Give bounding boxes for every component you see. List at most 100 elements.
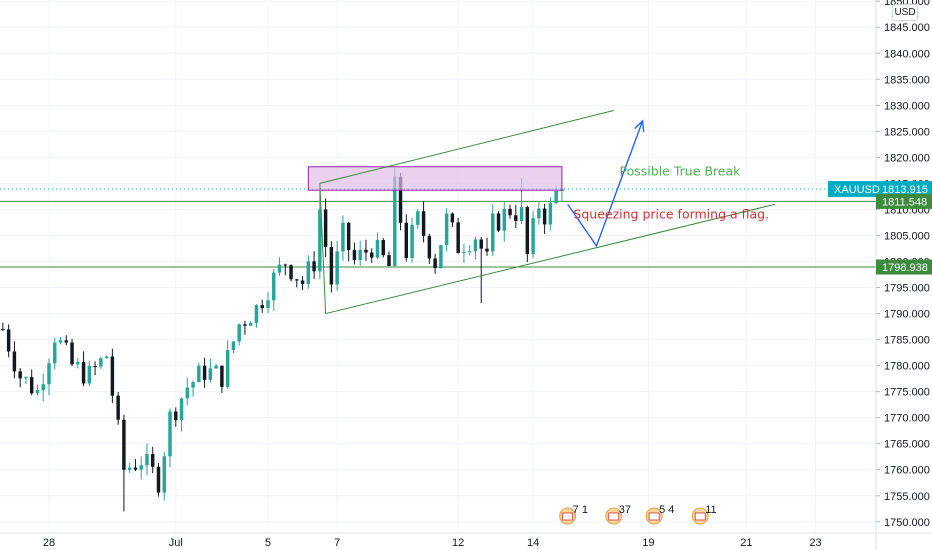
candle-body bbox=[58, 340, 63, 343]
candle-body bbox=[352, 250, 357, 261]
candle-body bbox=[104, 356, 109, 359]
y-tick-label: 1795.000 bbox=[884, 283, 930, 295]
candle-body bbox=[295, 279, 299, 281]
candle-body bbox=[225, 350, 230, 387]
candle-body bbox=[24, 377, 28, 379]
candle-body bbox=[300, 280, 305, 284]
y-tick-label: 1825.000 bbox=[884, 126, 930, 138]
candle-body bbox=[243, 324, 247, 326]
price-tag-lower: 1798.938 bbox=[882, 262, 928, 274]
candle-body bbox=[531, 218, 535, 255]
candle-body bbox=[387, 255, 391, 266]
x-tick-label: 23 bbox=[809, 537, 821, 549]
channel-lower-line bbox=[325, 203, 776, 315]
candle-body bbox=[168, 411, 172, 457]
candle-body bbox=[122, 419, 126, 470]
candle-body bbox=[491, 213, 495, 252]
channel-upper-line bbox=[319, 110, 614, 184]
candle-body bbox=[537, 208, 541, 219]
candle-body bbox=[329, 246, 334, 285]
y-tick-label: 1830.000 bbox=[884, 100, 930, 112]
y-tick-label: 1760.000 bbox=[884, 465, 930, 477]
candle-body bbox=[381, 240, 385, 256]
candle-body bbox=[341, 222, 345, 252]
candle-body bbox=[47, 363, 51, 385]
projection-arrow bbox=[567, 120, 644, 248]
candle-body bbox=[162, 456, 166, 493]
y-tick-label: 1840.000 bbox=[884, 48, 930, 60]
event-count: 7 1 bbox=[573, 504, 588, 516]
candle-body bbox=[427, 235, 432, 259]
candle-body bbox=[41, 384, 45, 391]
candle-body bbox=[145, 454, 149, 466]
candle-body bbox=[289, 265, 293, 280]
candle-body bbox=[525, 207, 530, 255]
candle-body bbox=[185, 387, 190, 399]
x-tick-label: 14 bbox=[527, 537, 539, 549]
candle-body bbox=[364, 249, 368, 253]
y-tick-label: 1790.000 bbox=[884, 309, 930, 321]
candle-body bbox=[127, 467, 132, 470]
candle-body bbox=[266, 300, 270, 309]
candle-body bbox=[202, 365, 207, 380]
x-tick-label: 12 bbox=[452, 537, 464, 549]
candle-body bbox=[139, 465, 143, 470]
y-tick-label: 1780.000 bbox=[884, 361, 930, 373]
y-tick-label: 1775.000 bbox=[884, 387, 930, 399]
y-tick-label: 1755.000 bbox=[884, 491, 930, 503]
candle-body bbox=[76, 361, 80, 365]
event-count: 11 bbox=[705, 504, 716, 516]
candle-body bbox=[542, 208, 547, 225]
x-tick-label: 21 bbox=[740, 537, 752, 549]
y-tick-label: 1845.000 bbox=[884, 22, 930, 34]
candle-body bbox=[6, 329, 11, 352]
candle-body bbox=[1, 329, 5, 331]
candle-body bbox=[369, 252, 374, 258]
y-tick-label: 1835.000 bbox=[884, 74, 930, 86]
candle-body bbox=[174, 411, 178, 421]
x-tick-label: 28 bbox=[43, 537, 55, 549]
candle-body bbox=[53, 342, 57, 364]
candle-body bbox=[306, 261, 311, 284]
candle-body bbox=[116, 395, 120, 420]
candle-body bbox=[358, 249, 362, 261]
x-tick-label: 5 bbox=[265, 537, 271, 549]
y-tick-label: 1770.000 bbox=[884, 413, 930, 425]
candle-body bbox=[197, 365, 201, 383]
price-tag-lower-bg bbox=[876, 259, 932, 275]
candle-body bbox=[346, 222, 351, 251]
candle-body bbox=[479, 239, 483, 249]
candle-body bbox=[237, 324, 241, 342]
y-tick-label: 1805.000 bbox=[884, 230, 930, 242]
candle-body bbox=[548, 203, 553, 225]
annotation-possible-break: Possible True Break bbox=[620, 164, 742, 179]
candle-body bbox=[110, 356, 115, 396]
candle-body bbox=[64, 340, 69, 343]
arrow-head bbox=[634, 119, 645, 132]
y-tick-label: 1820.000 bbox=[884, 152, 930, 164]
candle-body bbox=[254, 305, 259, 324]
currency-label[interactable]: USD bbox=[892, 4, 918, 21]
candle-body bbox=[87, 366, 92, 384]
us-flag-icon bbox=[648, 512, 660, 521]
candle-body bbox=[93, 366, 97, 368]
candle-body bbox=[220, 365, 224, 387]
candle-body bbox=[323, 209, 328, 247]
candle-body bbox=[191, 382, 195, 388]
candle-body bbox=[312, 261, 316, 272]
candle-body bbox=[70, 342, 74, 365]
candle-body bbox=[398, 176, 403, 223]
candle-body bbox=[485, 248, 489, 252]
candle-body bbox=[467, 251, 472, 253]
symbol-tag-bg bbox=[828, 181, 876, 198]
candle-body bbox=[404, 222, 409, 259]
candle-body bbox=[444, 213, 449, 246]
candle-body bbox=[156, 466, 161, 493]
us-flag-icon bbox=[694, 512, 706, 521]
candle-body bbox=[462, 252, 466, 254]
y-tick-label: 1785.000 bbox=[884, 335, 930, 347]
candle-body bbox=[29, 377, 34, 394]
candle-body bbox=[214, 365, 218, 369]
